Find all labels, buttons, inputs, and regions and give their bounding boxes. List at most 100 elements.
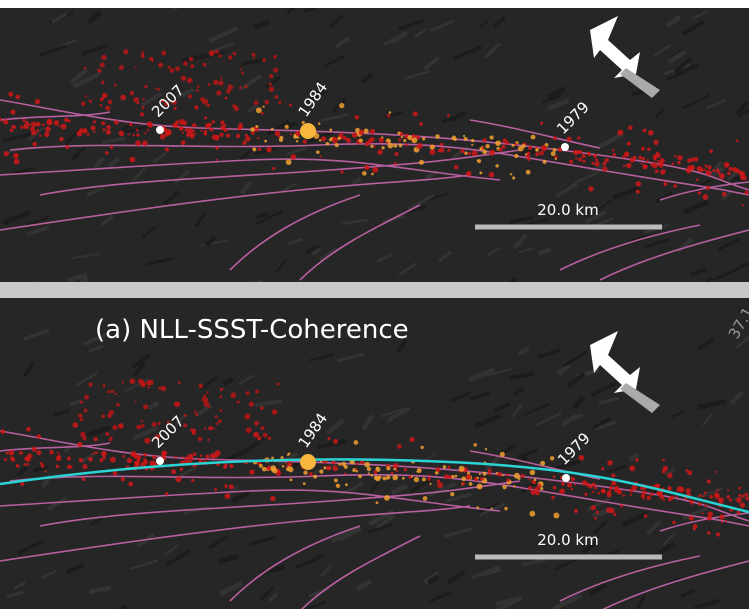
event-dot [171, 99, 177, 105]
event-dot [207, 438, 210, 442]
event-dot [715, 168, 720, 173]
event-dot [532, 480, 536, 485]
event-dot [495, 164, 499, 168]
event-dot [179, 467, 184, 472]
event-dot [41, 123, 45, 127]
event-dot [204, 458, 208, 461]
ridge [398, 19, 425, 31]
scale-label: 20.0 km [537, 531, 598, 549]
event-dot [589, 485, 593, 489]
event-dot [647, 147, 651, 152]
event-dot [471, 143, 474, 146]
event-dot [147, 128, 150, 132]
event-dot [151, 59, 154, 63]
ridge [691, 9, 710, 20]
ridge [486, 246, 501, 257]
event-dot [689, 164, 695, 171]
ridge [22, 328, 50, 341]
event-dot [10, 456, 15, 461]
event-dot [133, 96, 139, 103]
event-dot [59, 136, 64, 142]
event-dot [303, 470, 308, 475]
event-dot [655, 152, 661, 159]
event-dot [476, 483, 483, 490]
event-dot [635, 181, 642, 187]
fit-curve [0, 458, 749, 514]
ridge [239, 73, 263, 91]
ridge [222, 377, 235, 387]
event-dot [658, 162, 664, 168]
ridge [205, 235, 217, 247]
event-dot [137, 378, 143, 384]
event-dot [161, 50, 167, 56]
event-dot [239, 68, 242, 71]
event-dot [514, 143, 518, 146]
event-dot [611, 473, 616, 478]
ridge [79, 276, 90, 282]
ridge [592, 416, 612, 430]
event-dot [195, 89, 199, 92]
event-dot [152, 455, 157, 460]
ridge [697, 398, 727, 410]
ridge [654, 107, 666, 119]
event-dot [269, 74, 274, 79]
ridge [227, 485, 239, 497]
event-dot [101, 414, 105, 419]
event-dot [220, 120, 225, 125]
ridge [305, 244, 321, 255]
ridge [730, 390, 744, 405]
ridge [267, 592, 279, 602]
event-dot [440, 142, 444, 146]
ridge [708, 160, 724, 177]
event-dot [697, 191, 702, 195]
event-dot [421, 137, 426, 141]
ridge [182, 505, 210, 516]
event-dot [105, 105, 111, 111]
event-dot [220, 77, 223, 80]
event-dot [113, 83, 117, 87]
event-dot [520, 473, 525, 478]
ridge [701, 412, 713, 427]
event-dot [427, 477, 431, 481]
event-dot [214, 49, 219, 54]
event-dot [183, 61, 188, 66]
event-dot [213, 79, 219, 86]
event-dot [509, 173, 513, 176]
panel-title: (a) NLL-SSST-Coherence [95, 315, 409, 345]
event-dot [487, 468, 492, 473]
ridge [443, 526, 473, 539]
event-dot [490, 507, 493, 510]
ridge [325, 418, 345, 436]
event-dot [99, 103, 103, 107]
event-dot [219, 395, 223, 399]
event-dot [258, 463, 263, 468]
event-dot [501, 144, 506, 149]
ridge [253, 147, 278, 156]
ridge [319, 246, 339, 263]
event-dot [535, 490, 540, 496]
ridge [712, 266, 741, 282]
event-dot [228, 55, 233, 60]
event-dot [702, 194, 709, 200]
ridge [259, 586, 275, 602]
event-dot [232, 51, 237, 56]
event-dot [337, 136, 341, 141]
event-dot [104, 151, 109, 155]
ridge [255, 209, 283, 226]
event-dot [625, 151, 628, 154]
ridge [61, 38, 77, 47]
event-dot [254, 420, 260, 426]
event-dot [645, 160, 648, 163]
event-dot [718, 173, 725, 180]
event-dot [197, 85, 200, 88]
event-dot [712, 169, 716, 173]
event-dot [529, 510, 536, 517]
event-dot [659, 494, 665, 500]
ridge [593, 520, 608, 535]
event-dot [186, 133, 190, 137]
event-dot [709, 494, 713, 499]
event-dot [620, 504, 624, 508]
event-dot [339, 102, 345, 109]
event-dot [257, 137, 260, 140]
event-dot [386, 466, 391, 471]
